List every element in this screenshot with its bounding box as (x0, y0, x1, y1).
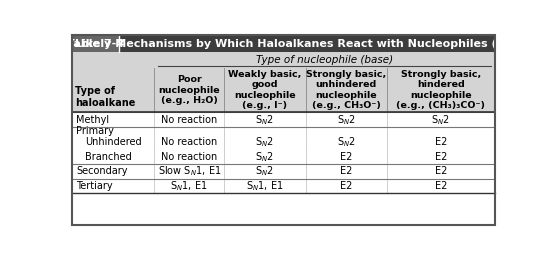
Text: Table 7-4: Table 7-4 (67, 39, 124, 49)
Text: Unhindered: Unhindered (85, 137, 141, 147)
Text: Tertiary: Tertiary (76, 181, 113, 191)
Bar (72, 127, 494, 135)
Bar (72, 135, 494, 149)
Text: E2: E2 (340, 166, 352, 176)
Bar (72, 35, 119, 52)
Text: Type of
haloalkane: Type of haloalkane (75, 86, 135, 108)
Text: Strongly basic,
hindered
nucleophile
(e.g., (CH₃)₃CO⁻): Strongly basic, hindered nucleophile (e.… (397, 70, 485, 110)
Text: No reaction: No reaction (161, 115, 217, 125)
Text: E2: E2 (435, 152, 447, 162)
Text: Methyl: Methyl (76, 115, 109, 125)
Bar (72, 112, 494, 127)
Text: S$_N$1, E1: S$_N$1, E1 (246, 179, 284, 193)
Text: Weakly basic,
good
nucleophile
(e.g., I⁻): Weakly basic, good nucleophile (e.g., I⁻… (228, 70, 301, 110)
Bar (72, 52, 494, 112)
Bar (72, 164, 494, 179)
Text: Slow S$_N$1, E1: Slow S$_N$1, E1 (158, 164, 221, 178)
Text: Branched: Branched (85, 152, 132, 162)
Text: No reaction: No reaction (161, 137, 217, 147)
Text: E2: E2 (435, 166, 447, 176)
Text: Poor
nucleophile
(e.g., H₂O): Poor nucleophile (e.g., H₂O) (159, 75, 220, 105)
Bar (72, 179, 494, 193)
Text: Type of nucleophile (base): Type of nucleophile (base) (256, 55, 393, 65)
Text: E2: E2 (435, 137, 447, 147)
Text: S$_N$2: S$_N$2 (255, 135, 274, 149)
Bar (72, 149, 494, 164)
Text: E2: E2 (340, 152, 352, 162)
Text: E2: E2 (435, 181, 447, 191)
Text: S$_N$2: S$_N$2 (255, 150, 274, 164)
Text: E2: E2 (340, 181, 352, 191)
Text: S$_N$1, E1: S$_N$1, E1 (170, 179, 208, 193)
Text: Likely Mechanisms by Which Haloalkanes React with Nucleophiles (Bases): Likely Mechanisms by Which Haloalkanes R… (75, 39, 539, 49)
Text: S$_N$2: S$_N$2 (337, 113, 356, 126)
Text: Secondary: Secondary (76, 166, 128, 176)
Text: No reaction: No reaction (161, 152, 217, 162)
Text: S$_N$2: S$_N$2 (255, 164, 274, 178)
Text: Primary: Primary (76, 126, 114, 136)
Text: Strongly basic,
unhindered
nucleophile
(e.g., CH₃O⁻): Strongly basic, unhindered nucleophile (… (306, 70, 387, 110)
Text: S$_N$2: S$_N$2 (337, 135, 356, 149)
Text: S$_N$2: S$_N$2 (255, 113, 274, 126)
Bar (72, 35, 494, 52)
Text: S$_N$2: S$_N$2 (431, 113, 450, 126)
